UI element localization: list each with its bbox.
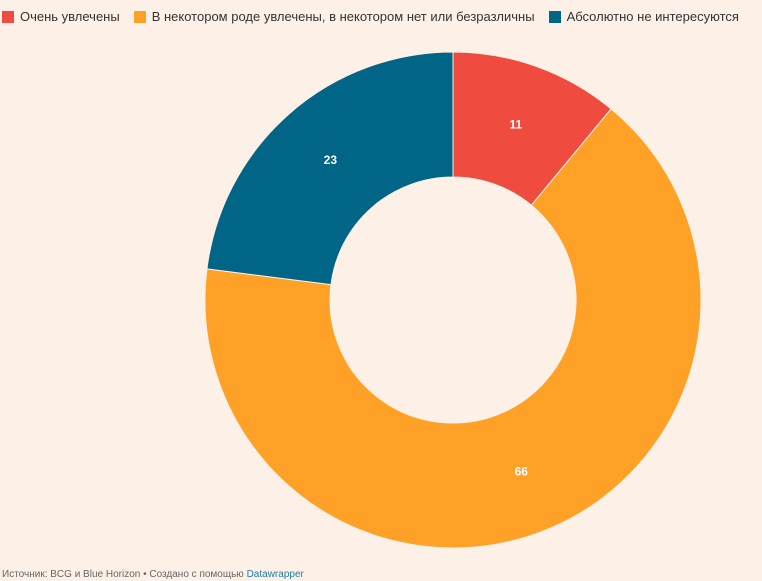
data-label: 11 xyxy=(509,118,522,132)
legend: Очень увлечены В некотором роде увлечены,… xyxy=(2,9,739,24)
data-label: 23 xyxy=(324,153,338,167)
legend-swatch xyxy=(548,10,561,23)
data-label: 66 xyxy=(515,465,529,479)
legend-label: Очень увлечены xyxy=(20,9,120,24)
legend-swatch xyxy=(2,10,14,23)
footer: Источник: BCG и Blue Horizon • Создано с… xyxy=(2,569,304,580)
legend-label: Абсолютно не интересуются xyxy=(566,9,739,24)
legend-swatch xyxy=(133,10,146,23)
donut-slice xyxy=(206,51,454,286)
credit-link[interactable]: Datawrapper xyxy=(246,569,304,580)
source: Источник: BCG и Blue Horizon • Создано с… xyxy=(2,569,244,580)
legend-item: Абсолютно не интересуются xyxy=(548,9,739,24)
donut-slice xyxy=(204,108,702,549)
legend-label: В некотором роде увлечены, в некотором н… xyxy=(151,9,535,24)
legend-item: В некотором роде увлечены, в некотором н… xyxy=(133,9,535,24)
legend-item: Очень увлечены xyxy=(2,9,120,24)
